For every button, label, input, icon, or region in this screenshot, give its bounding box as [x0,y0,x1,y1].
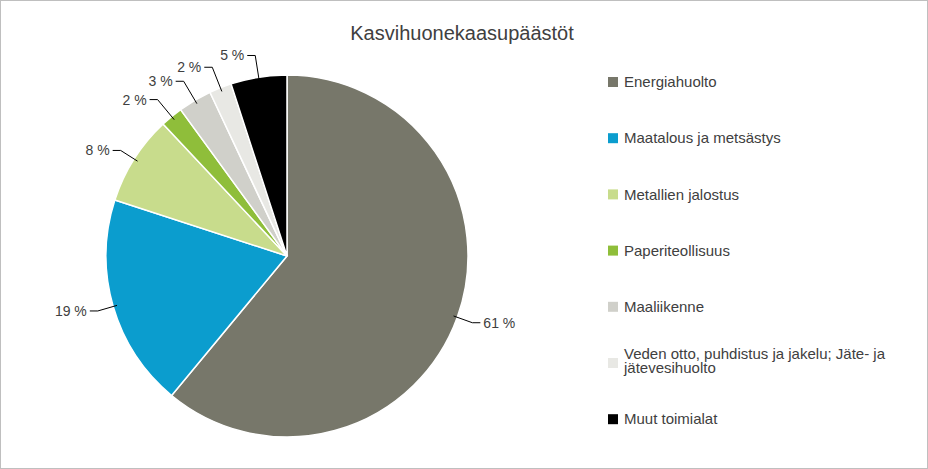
leader-line [150,100,175,120]
legend-swatch [608,302,618,312]
data-label: 3 % [149,73,173,89]
legend-label: Metallien jalostus [624,186,739,203]
legend-swatch [608,246,618,256]
data-labels: 61 % 19 % 8 % 2 %3 %2 % 5 % [55,47,515,330]
leader-line [113,150,138,161]
legend-label: Paperiteollisuus [624,242,730,259]
data-label: 2 % [122,91,146,107]
leader-line [204,67,222,91]
leader-line [90,305,117,311]
pie-slice [231,75,287,256]
leader-line [247,55,259,81]
data-label: 8 % [86,142,110,158]
data-label: 61 % [483,315,515,331]
leader-line [176,81,197,103]
legend-swatch [608,358,618,368]
legend-swatch [608,133,618,143]
chart-frame [1,1,928,469]
pie [106,75,468,437]
data-label: 19 % [55,303,87,319]
legend-swatch [608,189,618,199]
leader-line [454,316,481,323]
legend-swatch [608,414,618,424]
data-label: 5 % [220,47,244,63]
legend-label: Muut toimialat [624,410,718,427]
legend-label: Maatalous ja metsästys [624,129,781,146]
chart: Kasvihuonekaasupäästöt 61 % 19 % 8 % 2 %3 %2… [0,0,928,469]
legend-label: Veden otto, puhdistus ja jakelu; Jäte- j… [623,345,886,376]
data-label: 2 % [177,59,201,75]
legend: Energiahuolto Maatalous ja metsästys Metal… [608,73,886,427]
legend-label: Maaliikenne [624,298,704,315]
legend-label: Energiahuolto [624,73,717,90]
legend-swatch [608,77,618,87]
chart-title: Kasvihuonekaasupäästöt [350,22,574,44]
